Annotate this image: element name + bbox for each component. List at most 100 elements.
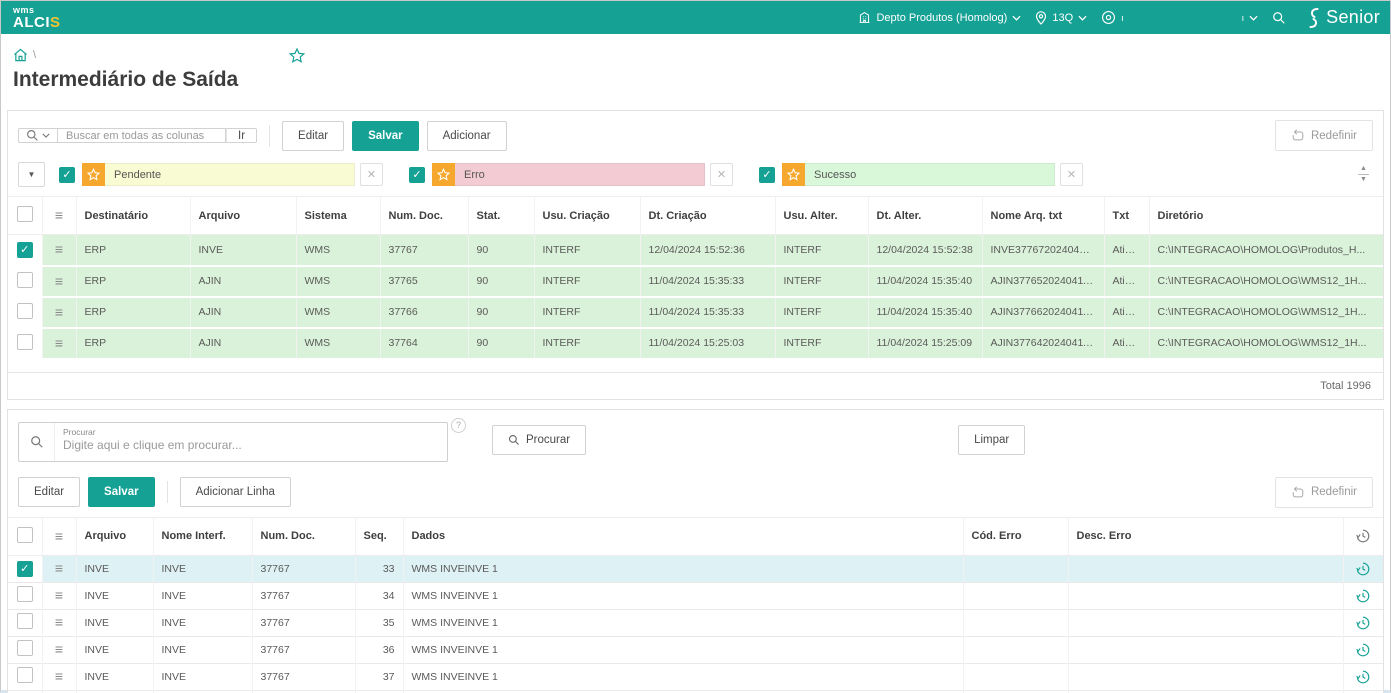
clear-button[interactable]: Limpar (958, 424, 1026, 455)
column-header[interactable]: Num. Doc. (251, 516, 355, 556)
column-header[interactable]: Diretório (1148, 196, 1383, 235)
row-menu-icon[interactable]: ≡ (54, 587, 64, 603)
row-checkbox[interactable] (16, 667, 33, 683)
row-checkbox[interactable] (16, 271, 33, 288)
menu-icon[interactable]: ≡ (54, 527, 64, 544)
filter-label[interactable]: Pendente (105, 163, 355, 186)
user-menu[interactable]: ı (1242, 13, 1259, 23)
table-row[interactable]: ≡ INVE INVE 37767 33 WMS INVEINVE 1 (8, 555, 1383, 582)
reset-button[interactable]: Redefinir (1274, 476, 1373, 508)
row-checkbox[interactable] (16, 640, 33, 656)
row-checkbox[interactable] (16, 302, 33, 319)
search-scope-dropdown[interactable] (18, 128, 58, 143)
filter-dropdown-button[interactable]: ▼ (18, 162, 45, 187)
row-menu-icon[interactable]: ≡ (54, 303, 64, 320)
global-search-button[interactable] (1272, 11, 1286, 25)
row-menu-icon[interactable]: ≡ (54, 641, 64, 657)
column-header[interactable]: Usu. Alter. (774, 196, 868, 235)
column-header[interactable]: Arquivo (189, 196, 296, 235)
close-icon[interactable]: ✕ (360, 163, 383, 186)
column-header[interactable]: Sistema (295, 196, 380, 235)
help-icon[interactable]: ? (451, 417, 466, 433)
row-menu-icon[interactable]: ≡ (54, 334, 64, 351)
add-row-button[interactable]: Adicionar Linha (179, 477, 291, 507)
column-header[interactable]: Usu. Criação (533, 196, 640, 235)
star-icon[interactable] (432, 163, 455, 186)
select-all-checkbox[interactable] (16, 526, 33, 543)
detail-search-input[interactable] (63, 436, 439, 452)
star-icon[interactable] (82, 163, 105, 186)
column-header[interactable]: Dt. Alter. (867, 196, 982, 235)
favorite-star-icon[interactable] (289, 47, 306, 63)
table-row[interactable]: ≡ INVE INVE 37767 38 WMS INVEINVE 1 (8, 690, 1383, 693)
history-icon[interactable] (1355, 561, 1371, 577)
column-header[interactable]: Num. Doc. (379, 196, 468, 235)
search-icon[interactable] (19, 422, 55, 461)
column-header[interactable]: Seq. (354, 516, 403, 556)
table-row[interactable]: ≡ ERP AJIN WMS 37764 90 INTERF 11/04/202… (8, 327, 1383, 359)
filter-label[interactable]: Erro (455, 163, 705, 186)
column-header[interactable]: Dados (402, 516, 963, 556)
spinner-up-icon[interactable]: ▲ (1360, 165, 1367, 172)
table-row[interactable]: ≡ INVE INVE 37767 37 WMS INVEINVE 1 (8, 663, 1383, 690)
row-checkbox[interactable] (16, 586, 33, 602)
table-row[interactable]: ≡ INVE INVE 37767 36 WMS INVEINVE 1 (8, 636, 1383, 663)
support-menu[interactable]: ı (1101, 10, 1124, 25)
column-header[interactable]: Dt. Criação (639, 196, 775, 235)
table-cell: WMS INVEINVE 1 (402, 663, 963, 690)
alcis-logo[interactable]: wms ALCIS (13, 5, 61, 30)
star-icon[interactable] (782, 163, 805, 186)
filter-checkbox[interactable] (759, 166, 775, 183)
table-row[interactable]: ≡ ERP AJIN WMS 37766 90 INTERF 11/04/202… (8, 296, 1383, 328)
history-icon[interactable] (1355, 588, 1371, 604)
table-cell: INVE (152, 636, 252, 663)
column-header[interactable]: Desc. Erro (1067, 516, 1343, 556)
search-button[interactable]: Procurar (492, 424, 587, 455)
table-row[interactable]: ≡ INVE INVE 37767 35 WMS INVEINVE 1 (8, 609, 1383, 636)
row-checkbox[interactable] (16, 613, 33, 629)
table-row[interactable]: ≡ ERP INVE WMS 37767 90 INTERF 12/04/202… (8, 234, 1383, 266)
row-checkbox[interactable] (16, 333, 33, 350)
column-header[interactable]: Stat. (467, 196, 534, 235)
add-button[interactable]: Adicionar (426, 120, 507, 151)
column-header[interactable]: Cód. Erro (962, 516, 1068, 556)
row-menu-icon[interactable]: ≡ (54, 614, 64, 630)
row-menu-icon[interactable]: ≡ (54, 272, 64, 289)
search-go-button[interactable]: Ir (226, 128, 258, 143)
history-icon[interactable] (1355, 528, 1371, 544)
table-row[interactable]: ≡ INVE INVE 37767 34 WMS INVEINVE 1 (8, 582, 1383, 609)
home-icon[interactable] (13, 48, 28, 62)
table-row[interactable]: ≡ ERP AJIN WMS 37765 90 INTERF 11/04/202… (8, 265, 1383, 297)
edit-button[interactable]: Editar (18, 477, 81, 507)
filter-checkbox[interactable] (59, 166, 75, 183)
row-menu-icon[interactable]: ≡ (54, 241, 64, 258)
history-icon[interactable] (1355, 642, 1371, 658)
history-icon[interactable] (1355, 615, 1371, 631)
history-icon[interactable] (1355, 669, 1371, 685)
column-header[interactable]: Txt (1103, 196, 1149, 235)
row-checkbox[interactable] (16, 560, 33, 577)
menu-icon[interactable]: ≡ (54, 207, 64, 223)
edit-button[interactable]: Editar (282, 120, 345, 151)
row-spinner[interactable]: ▲ ▼ (1358, 165, 1373, 183)
row-menu-icon[interactable]: ≡ (54, 560, 64, 576)
close-icon[interactable]: ✕ (710, 163, 733, 186)
row-checkbox[interactable] (16, 241, 33, 258)
column-search-input[interactable] (58, 128, 226, 143)
breadcrumb: \ (1, 34, 1390, 63)
location-selector[interactable]: 13Q (1035, 10, 1087, 25)
filter-checkbox[interactable] (409, 166, 425, 183)
department-selector[interactable]: Depto Produtos (Homolog) (858, 11, 1021, 24)
row-menu-icon[interactable]: ≡ (54, 668, 64, 684)
column-header[interactable]: Nome Interf. (152, 516, 252, 556)
reset-button[interactable]: Redefinir (1274, 120, 1373, 151)
column-header[interactable]: Destinatário (75, 196, 190, 235)
column-header[interactable]: Nome Arq. txt (981, 196, 1104, 235)
spinner-down-icon[interactable]: ▼ (1360, 176, 1367, 183)
select-all-checkbox[interactable] (16, 206, 33, 222)
save-button[interactable]: Salvar (352, 120, 419, 151)
close-icon[interactable]: ✕ (1060, 163, 1083, 186)
filter-label[interactable]: Sucesso (805, 163, 1055, 186)
save-button[interactable]: Salvar (88, 477, 155, 507)
column-header[interactable]: Arquivo (75, 516, 153, 556)
